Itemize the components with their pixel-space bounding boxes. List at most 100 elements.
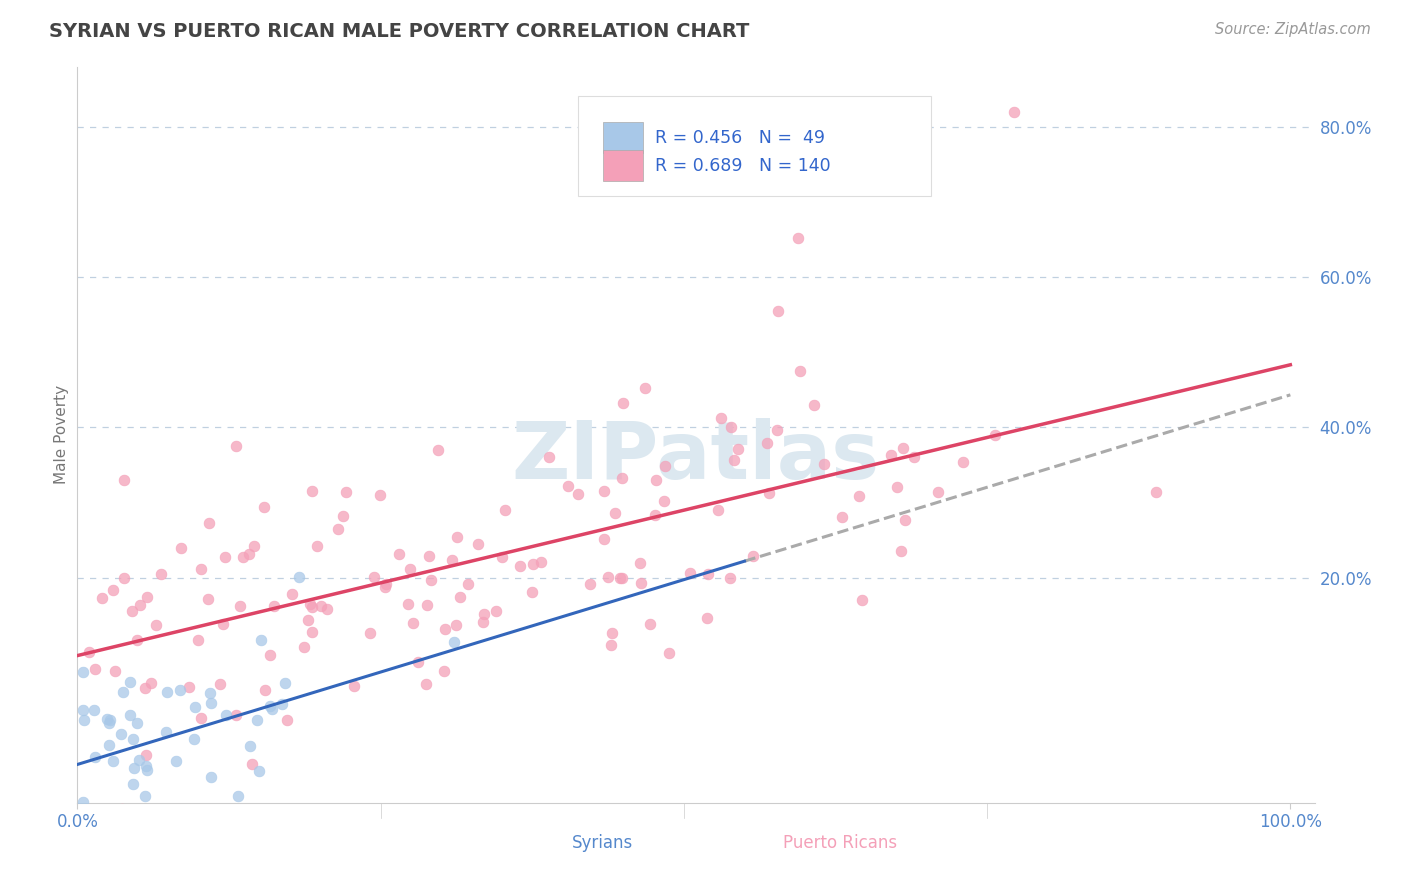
- Point: [73, 828, 96, 842]
- Point: [165, 754, 187, 768]
- Point: [522, 557, 544, 571]
- Point: [250, 632, 273, 647]
- Point: [301, 600, 323, 615]
- Point: [630, 575, 652, 590]
- Point: [446, 530, 468, 544]
- Point: [408, 655, 430, 669]
- Point: [696, 611, 718, 625]
- Point: [593, 484, 616, 499]
- Point: [697, 567, 720, 582]
- Point: [903, 450, 925, 464]
- Point: [225, 707, 247, 722]
- Point: [79, 645, 101, 659]
- Point: [658, 646, 681, 660]
- Point: [84, 662, 107, 676]
- Point: [165, 821, 187, 835]
- Point: [609, 571, 631, 585]
- Point: [246, 713, 269, 727]
- Point: [509, 558, 531, 573]
- Point: [190, 562, 212, 576]
- Point: [104, 664, 127, 678]
- Point: [197, 592, 219, 607]
- Point: [297, 613, 319, 627]
- Point: [984, 427, 1007, 442]
- Point: [494, 502, 516, 516]
- Point: [710, 411, 733, 425]
- Point: [630, 556, 652, 570]
- Point: [634, 381, 657, 395]
- Point: [83, 703, 105, 717]
- Point: [718, 571, 741, 585]
- Point: [97, 738, 120, 752]
- Point: [758, 485, 780, 500]
- Point: [200, 696, 222, 710]
- FancyBboxPatch shape: [578, 96, 931, 195]
- Point: [927, 484, 949, 499]
- Point: [402, 615, 425, 630]
- Point: [485, 604, 508, 618]
- Y-axis label: Male Poverty: Male Poverty: [53, 385, 69, 484]
- Point: [654, 494, 676, 508]
- Point: [238, 547, 260, 561]
- Point: [135, 748, 157, 763]
- Point: [416, 598, 439, 612]
- Text: Puerto Ricans: Puerto Ricans: [783, 834, 897, 852]
- Point: [198, 819, 221, 833]
- Point: [243, 539, 266, 553]
- Point: [110, 727, 132, 741]
- Text: ZIPatlas: ZIPatlas: [512, 418, 880, 496]
- Point: [491, 549, 513, 564]
- Point: [766, 423, 789, 437]
- Point: [98, 713, 121, 727]
- Point: [596, 570, 619, 584]
- FancyBboxPatch shape: [603, 150, 643, 181]
- Point: [96, 712, 118, 726]
- Point: [122, 732, 145, 747]
- Point: [879, 449, 901, 463]
- Point: [91, 591, 114, 605]
- Point: [184, 700, 207, 714]
- Point: [593, 532, 616, 546]
- Point: [579, 577, 602, 591]
- Point: [134, 789, 156, 803]
- Point: [415, 676, 437, 690]
- Point: [952, 455, 974, 469]
- Point: [177, 680, 200, 694]
- Point: [149, 566, 172, 581]
- Point: [253, 500, 276, 515]
- Point: [112, 473, 135, 487]
- Point: [388, 547, 411, 561]
- Point: [891, 441, 914, 455]
- Point: [128, 598, 150, 612]
- Point: [280, 587, 302, 601]
- Point: [155, 725, 177, 739]
- Text: R = 0.456   N =  49: R = 0.456 N = 49: [655, 128, 825, 146]
- Point: [644, 508, 666, 522]
- Point: [472, 607, 495, 621]
- Point: [271, 697, 294, 711]
- Point: [335, 485, 357, 500]
- Point: [374, 580, 396, 594]
- Point: [254, 683, 277, 698]
- Point: [276, 713, 298, 727]
- Point: [398, 562, 420, 576]
- Point: [169, 682, 191, 697]
- Point: [332, 508, 354, 523]
- Point: [441, 553, 464, 567]
- Point: [101, 583, 124, 598]
- Point: [610, 471, 633, 485]
- Point: [723, 452, 745, 467]
- Text: SYRIAN VS PUERTO RICAN MALE POVERTY CORRELATION CHART: SYRIAN VS PUERTO RICAN MALE POVERTY CORR…: [49, 22, 749, 41]
- Text: Syrians: Syrians: [572, 834, 634, 852]
- Point: [638, 617, 661, 632]
- Point: [886, 480, 908, 494]
- Point: [247, 764, 270, 778]
- Point: [727, 442, 749, 456]
- Point: [567, 486, 589, 500]
- Point: [125, 632, 148, 647]
- Point: [741, 549, 763, 563]
- Point: [122, 761, 145, 775]
- Point: [212, 616, 235, 631]
- Point: [359, 626, 381, 640]
- Point: [522, 584, 544, 599]
